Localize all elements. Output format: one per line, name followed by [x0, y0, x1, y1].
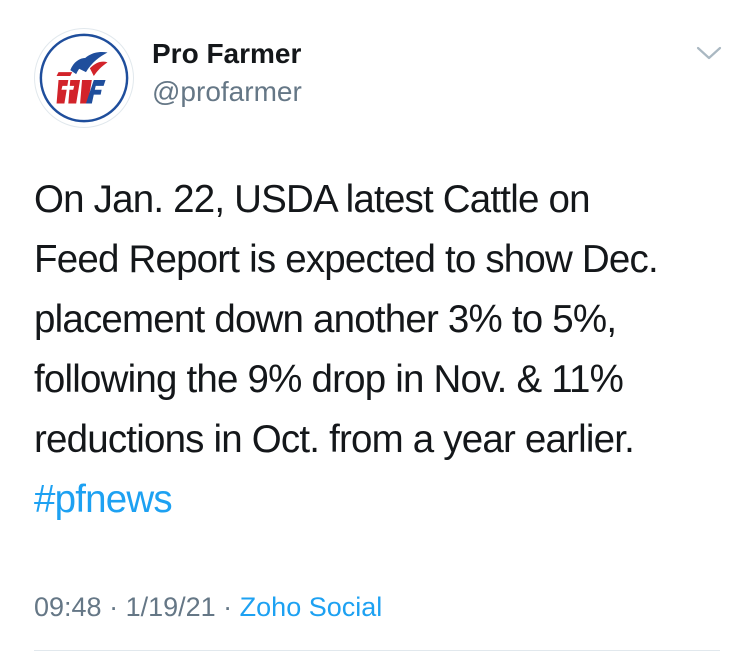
tweet-date[interactable]: 1/19/21: [125, 592, 216, 622]
divider: [34, 650, 720, 651]
tweet-time[interactable]: 09:48: [34, 592, 102, 622]
tweet-text-line: placement down another 3% to 5%,: [34, 298, 617, 341]
pro-farmer-logo-icon: [39, 33, 129, 123]
tweet-text: On Jan. 22, USDA latest Cattle on Feed R…: [34, 170, 734, 530]
meta-separator: ·: [101, 592, 126, 622]
author-handle[interactable]: @profarmer: [152, 76, 302, 107]
author-name[interactable]: Pro Farmer: [152, 38, 302, 69]
tweet-text-line: On Jan. 22, USDA latest Cattle on: [34, 178, 590, 221]
avatar[interactable]: [34, 28, 134, 128]
tweet-meta: 09:48 · 1/19/21 · Zoho Social: [34, 588, 382, 626]
chevron-down-icon[interactable]: [692, 40, 726, 66]
tweet-text-line: Feed Report is expected to show Dec.: [34, 238, 659, 281]
tweet-text-line: reductions in Oct. from a year earlier.: [34, 418, 635, 461]
hashtag-link[interactable]: #pfnews: [34, 478, 173, 521]
tweet-source-link[interactable]: Zoho Social: [239, 592, 383, 622]
meta-separator: ·: [215, 592, 240, 622]
tweet-text-line: following the 9% drop in Nov. & 11%: [34, 358, 624, 401]
